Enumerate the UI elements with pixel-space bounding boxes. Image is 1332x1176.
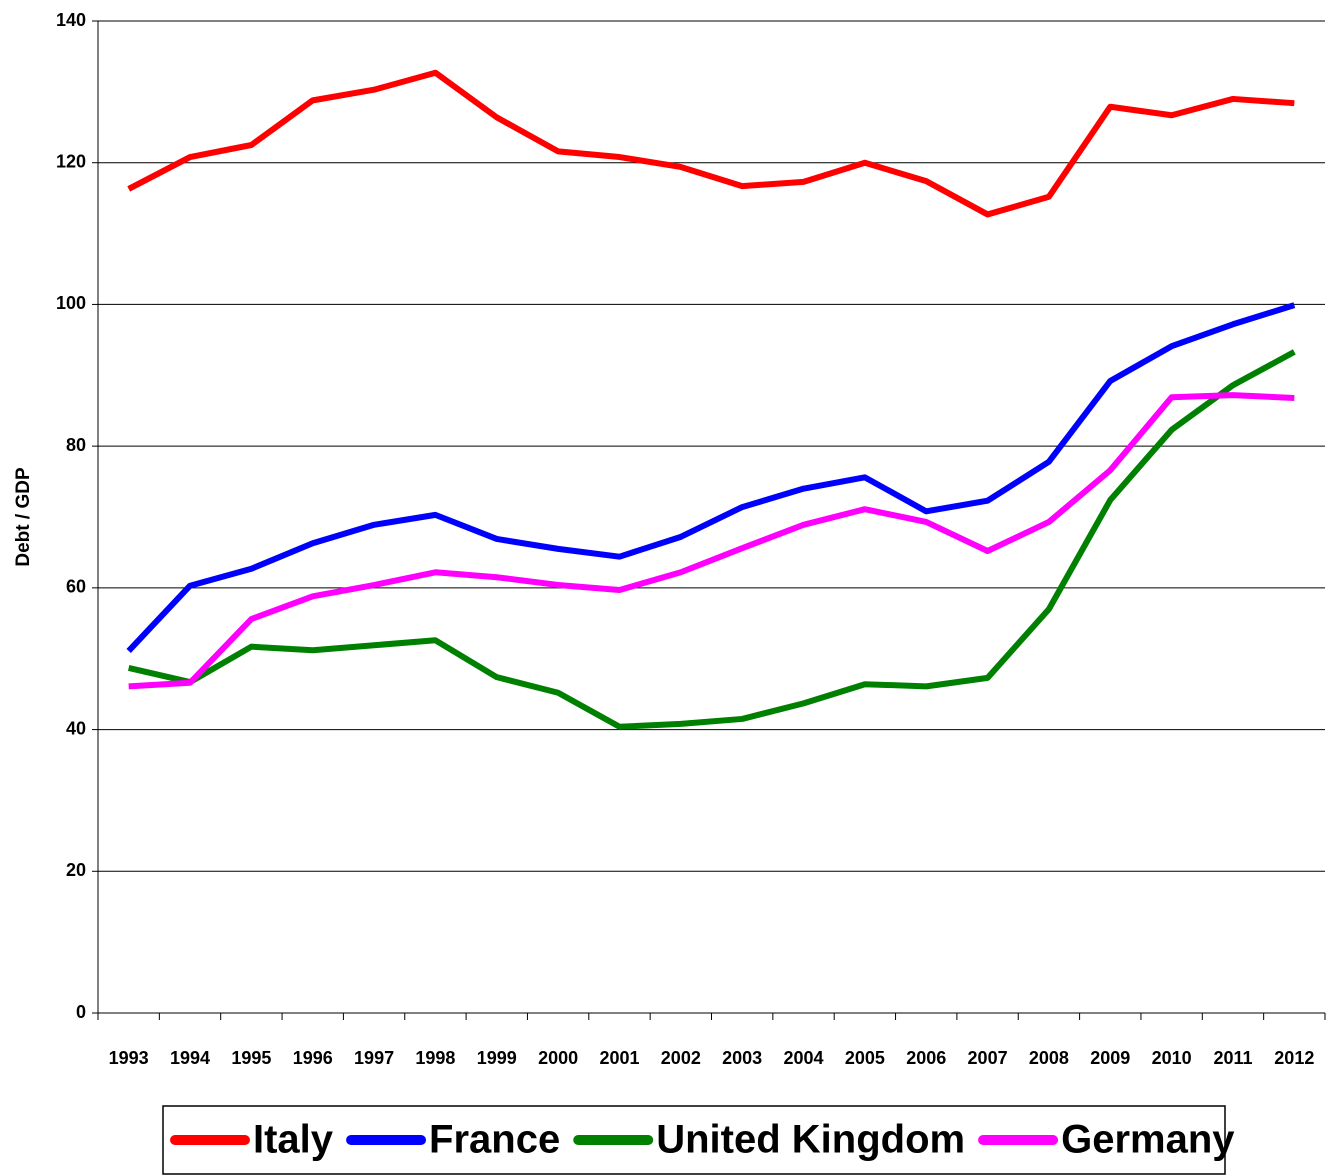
- legend-label: Germany: [1061, 1118, 1235, 1162]
- x-tick-label: 2002: [661, 1048, 701, 1068]
- line-series: [128, 392, 1295, 690]
- x-tick-label: 2011: [1213, 1048, 1252, 1068]
- x-tick-label: 2004: [784, 1048, 824, 1068]
- x-tick-label: 1995: [231, 1048, 271, 1068]
- legend-label: United Kingdom: [656, 1118, 965, 1162]
- x-tick-label: 1997: [354, 1048, 394, 1068]
- x-tick-label: 2007: [968, 1048, 1008, 1068]
- x-tick-label: 1993: [109, 1048, 149, 1068]
- y-tick-label: 100: [56, 293, 86, 313]
- line-series: [127, 69, 1295, 218]
- x-tick-label: 1994: [170, 1048, 210, 1068]
- y-tick-label: 140: [56, 10, 86, 30]
- y-axis-label: Debt / GDP: [13, 467, 34, 567]
- x-tick-label: 1999: [477, 1048, 517, 1068]
- x-tick-label: 2000: [538, 1048, 578, 1068]
- y-tick-label: 80: [66, 435, 86, 455]
- x-tick-label: 2003: [722, 1048, 762, 1068]
- x-tick-label: 2010: [1152, 1048, 1192, 1068]
- x-tick-label: 1996: [293, 1048, 333, 1068]
- y-tick-label: 40: [66, 718, 86, 738]
- x-tick-label: 2005: [845, 1048, 885, 1068]
- line-series: [127, 349, 1296, 730]
- x-tick-label: 2001: [599, 1048, 639, 1068]
- x-tick-label: 2009: [1090, 1048, 1130, 1068]
- x-tick-label: 2006: [906, 1048, 946, 1068]
- legend-label: France: [429, 1118, 560, 1162]
- y-tick-label: 60: [66, 577, 86, 597]
- legend-label: Italy: [253, 1118, 334, 1162]
- x-tick-label: 2012: [1274, 1048, 1314, 1068]
- legend: Italy France United Kingdom Germany: [170, 1118, 1235, 1162]
- x-tick-label: 1998: [415, 1048, 455, 1068]
- x-tick-label: 2008: [1029, 1048, 1069, 1068]
- y-tick-label: 120: [56, 151, 86, 171]
- y-tick-label: 0: [76, 1002, 86, 1022]
- line-series: [126, 302, 1296, 653]
- y-tick-label: 20: [66, 860, 86, 880]
